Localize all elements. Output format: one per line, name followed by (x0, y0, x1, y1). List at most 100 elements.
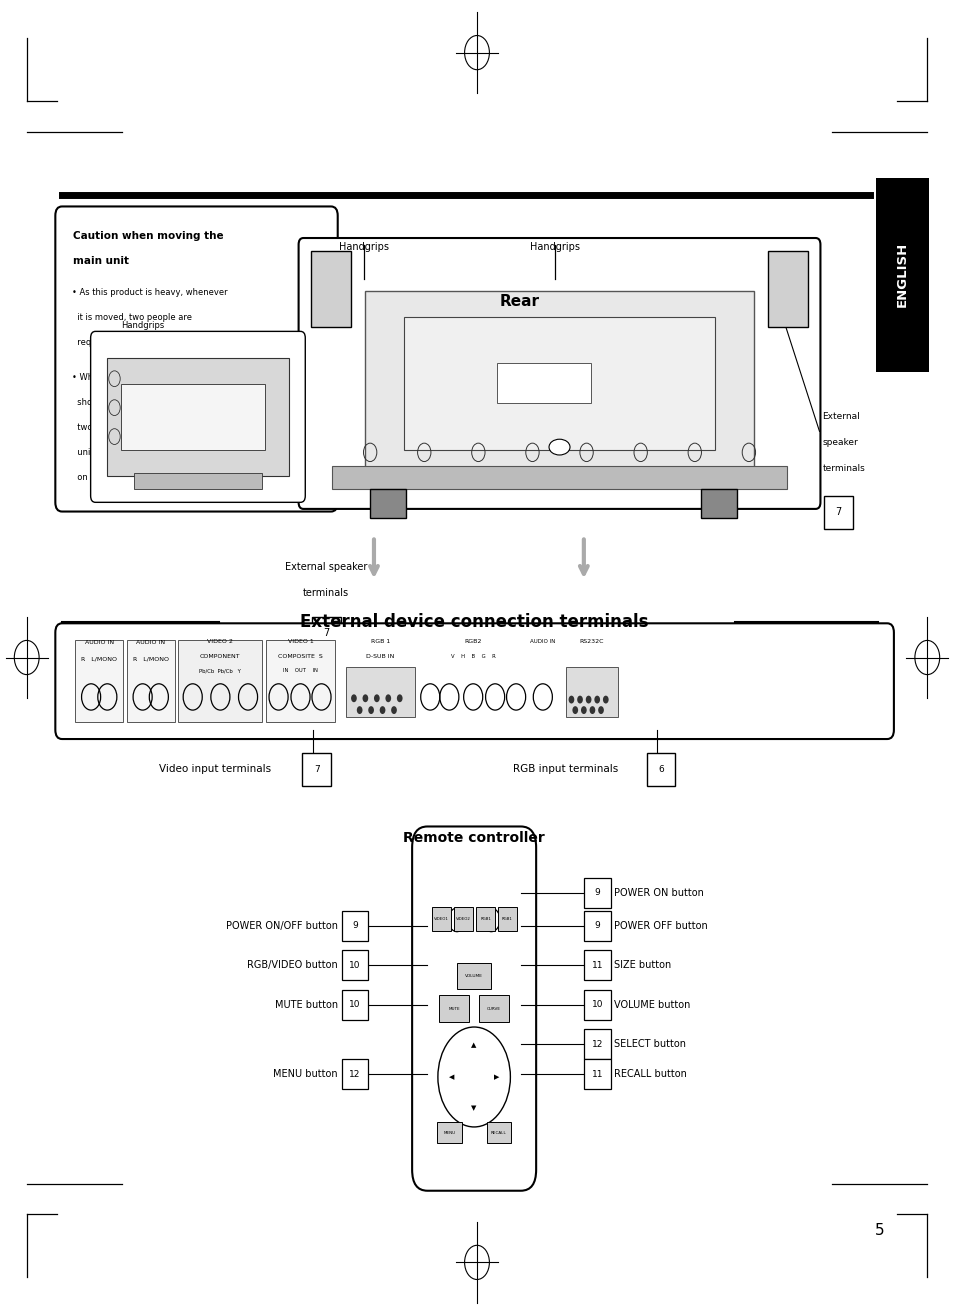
FancyBboxPatch shape (341, 910, 368, 942)
Text: 10: 10 (349, 1001, 360, 1009)
Bar (436, 1122, 461, 1143)
Text: VIDEO 2: VIDEO 2 (207, 639, 233, 644)
FancyBboxPatch shape (298, 238, 820, 509)
Text: 9: 9 (594, 922, 599, 930)
Text: CURVE: CURVE (487, 1006, 500, 1011)
Text: Pb/Cb  Pb/Cb   Y: Pb/Cb Pb/Cb Y (199, 668, 241, 673)
Bar (107, 358, 289, 476)
Text: ▼: ▼ (471, 1106, 476, 1111)
Text: VIDEO 1: VIDEO 1 (288, 639, 313, 644)
FancyBboxPatch shape (583, 878, 610, 907)
Bar (565, 667, 618, 717)
Text: RGB input terminals: RGB input terminals (513, 764, 618, 775)
Bar (365, 291, 753, 469)
FancyBboxPatch shape (583, 990, 610, 1020)
Text: Handgrips: Handgrips (530, 242, 579, 252)
Circle shape (594, 696, 599, 704)
Bar (456, 963, 491, 989)
Circle shape (396, 694, 402, 702)
Text: two handgrips at the back, and the: two handgrips at the back, and the (71, 423, 225, 433)
Circle shape (602, 696, 608, 704)
Text: • As this product is heavy, whenever: • As this product is heavy, whenever (71, 288, 227, 297)
Text: RGB/VIDEO button: RGB/VIDEO button (247, 960, 337, 970)
Circle shape (598, 706, 603, 714)
Bar (332, 466, 786, 489)
Text: • Whenever the unit is moved it: • Whenever the unit is moved it (71, 373, 207, 383)
Text: AUDIO IN: AUDIO IN (85, 640, 113, 646)
FancyBboxPatch shape (646, 752, 675, 786)
FancyBboxPatch shape (55, 623, 893, 739)
Bar (75, 640, 123, 722)
Circle shape (356, 706, 362, 714)
Bar (403, 317, 715, 450)
Text: MUTE button: MUTE button (274, 999, 337, 1010)
Text: VOLUME: VOLUME (465, 973, 482, 978)
Text: MENU button: MENU button (273, 1069, 337, 1080)
Text: Video input terminals: Video input terminals (158, 764, 271, 775)
Text: 10: 10 (349, 961, 360, 969)
Bar (875, 178, 928, 372)
Text: SELECT button: SELECT button (614, 1039, 685, 1049)
Text: should be lifted forwards using the: should be lifted forwards using the (71, 398, 223, 408)
Text: terminals: terminals (303, 588, 349, 598)
Text: External device connection terminals: External device connection terminals (299, 613, 648, 631)
Text: COMPONENT: COMPONENT (200, 654, 240, 659)
Circle shape (368, 706, 374, 714)
FancyBboxPatch shape (91, 331, 305, 502)
Bar (178, 640, 262, 722)
Bar (266, 640, 335, 722)
Circle shape (577, 696, 582, 704)
Circle shape (385, 694, 391, 702)
FancyBboxPatch shape (412, 826, 536, 1191)
Text: POWER OFF button: POWER OFF button (614, 920, 707, 931)
Text: Handgrips: Handgrips (121, 321, 165, 330)
Circle shape (379, 706, 385, 714)
FancyBboxPatch shape (341, 949, 368, 981)
Text: 5: 5 (874, 1223, 883, 1239)
FancyBboxPatch shape (583, 949, 610, 981)
Text: terminals: terminals (821, 464, 864, 473)
Text: Rear: Rear (499, 295, 539, 309)
Text: POWER ON button: POWER ON button (614, 888, 703, 898)
Text: COMPOSITE  S: COMPOSITE S (278, 654, 322, 659)
Bar (700, 489, 737, 518)
FancyBboxPatch shape (583, 1028, 610, 1060)
FancyBboxPatch shape (341, 990, 368, 1020)
Text: RECALL: RECALL (491, 1131, 506, 1135)
Text: MUTE: MUTE (448, 1006, 459, 1011)
Bar (438, 995, 469, 1022)
FancyBboxPatch shape (583, 910, 610, 942)
Bar (478, 995, 509, 1022)
Text: unit should then be held at the base: unit should then be held at the base (71, 448, 230, 458)
Text: ▶: ▶ (494, 1074, 499, 1080)
Text: RGB1: RGB1 (479, 917, 491, 922)
Bar (370, 489, 406, 518)
Circle shape (580, 706, 586, 714)
Text: V    H    B    G    R: V H B G R (451, 654, 495, 659)
Text: 9: 9 (352, 922, 357, 930)
Text: R   L/MONO: R L/MONO (81, 656, 117, 661)
Text: 12: 12 (591, 1040, 602, 1048)
Text: on both sides for stability.: on both sides for stability. (71, 473, 185, 483)
FancyBboxPatch shape (312, 617, 340, 650)
Circle shape (589, 706, 595, 714)
Bar (311, 251, 351, 327)
Text: speaker: speaker (821, 438, 857, 447)
Text: 11: 11 (591, 1070, 602, 1078)
Bar (127, 640, 174, 722)
Text: main unit: main unit (73, 256, 130, 267)
Text: RGB 1: RGB 1 (371, 639, 390, 644)
Circle shape (374, 694, 379, 702)
Text: External: External (821, 412, 860, 421)
Bar (497, 363, 590, 404)
Circle shape (391, 706, 396, 714)
Text: MENU: MENU (443, 1131, 455, 1135)
Text: 12: 12 (349, 1070, 360, 1078)
Text: RGB2: RGB2 (464, 639, 481, 644)
Text: 7: 7 (323, 629, 329, 638)
FancyBboxPatch shape (823, 496, 852, 529)
Text: it is moved, two people are: it is moved, two people are (71, 313, 192, 322)
Text: RGB1: RGB1 (501, 917, 513, 922)
Text: Remote controller: Remote controller (403, 831, 544, 844)
Text: R   L/MONO: R L/MONO (132, 656, 169, 661)
